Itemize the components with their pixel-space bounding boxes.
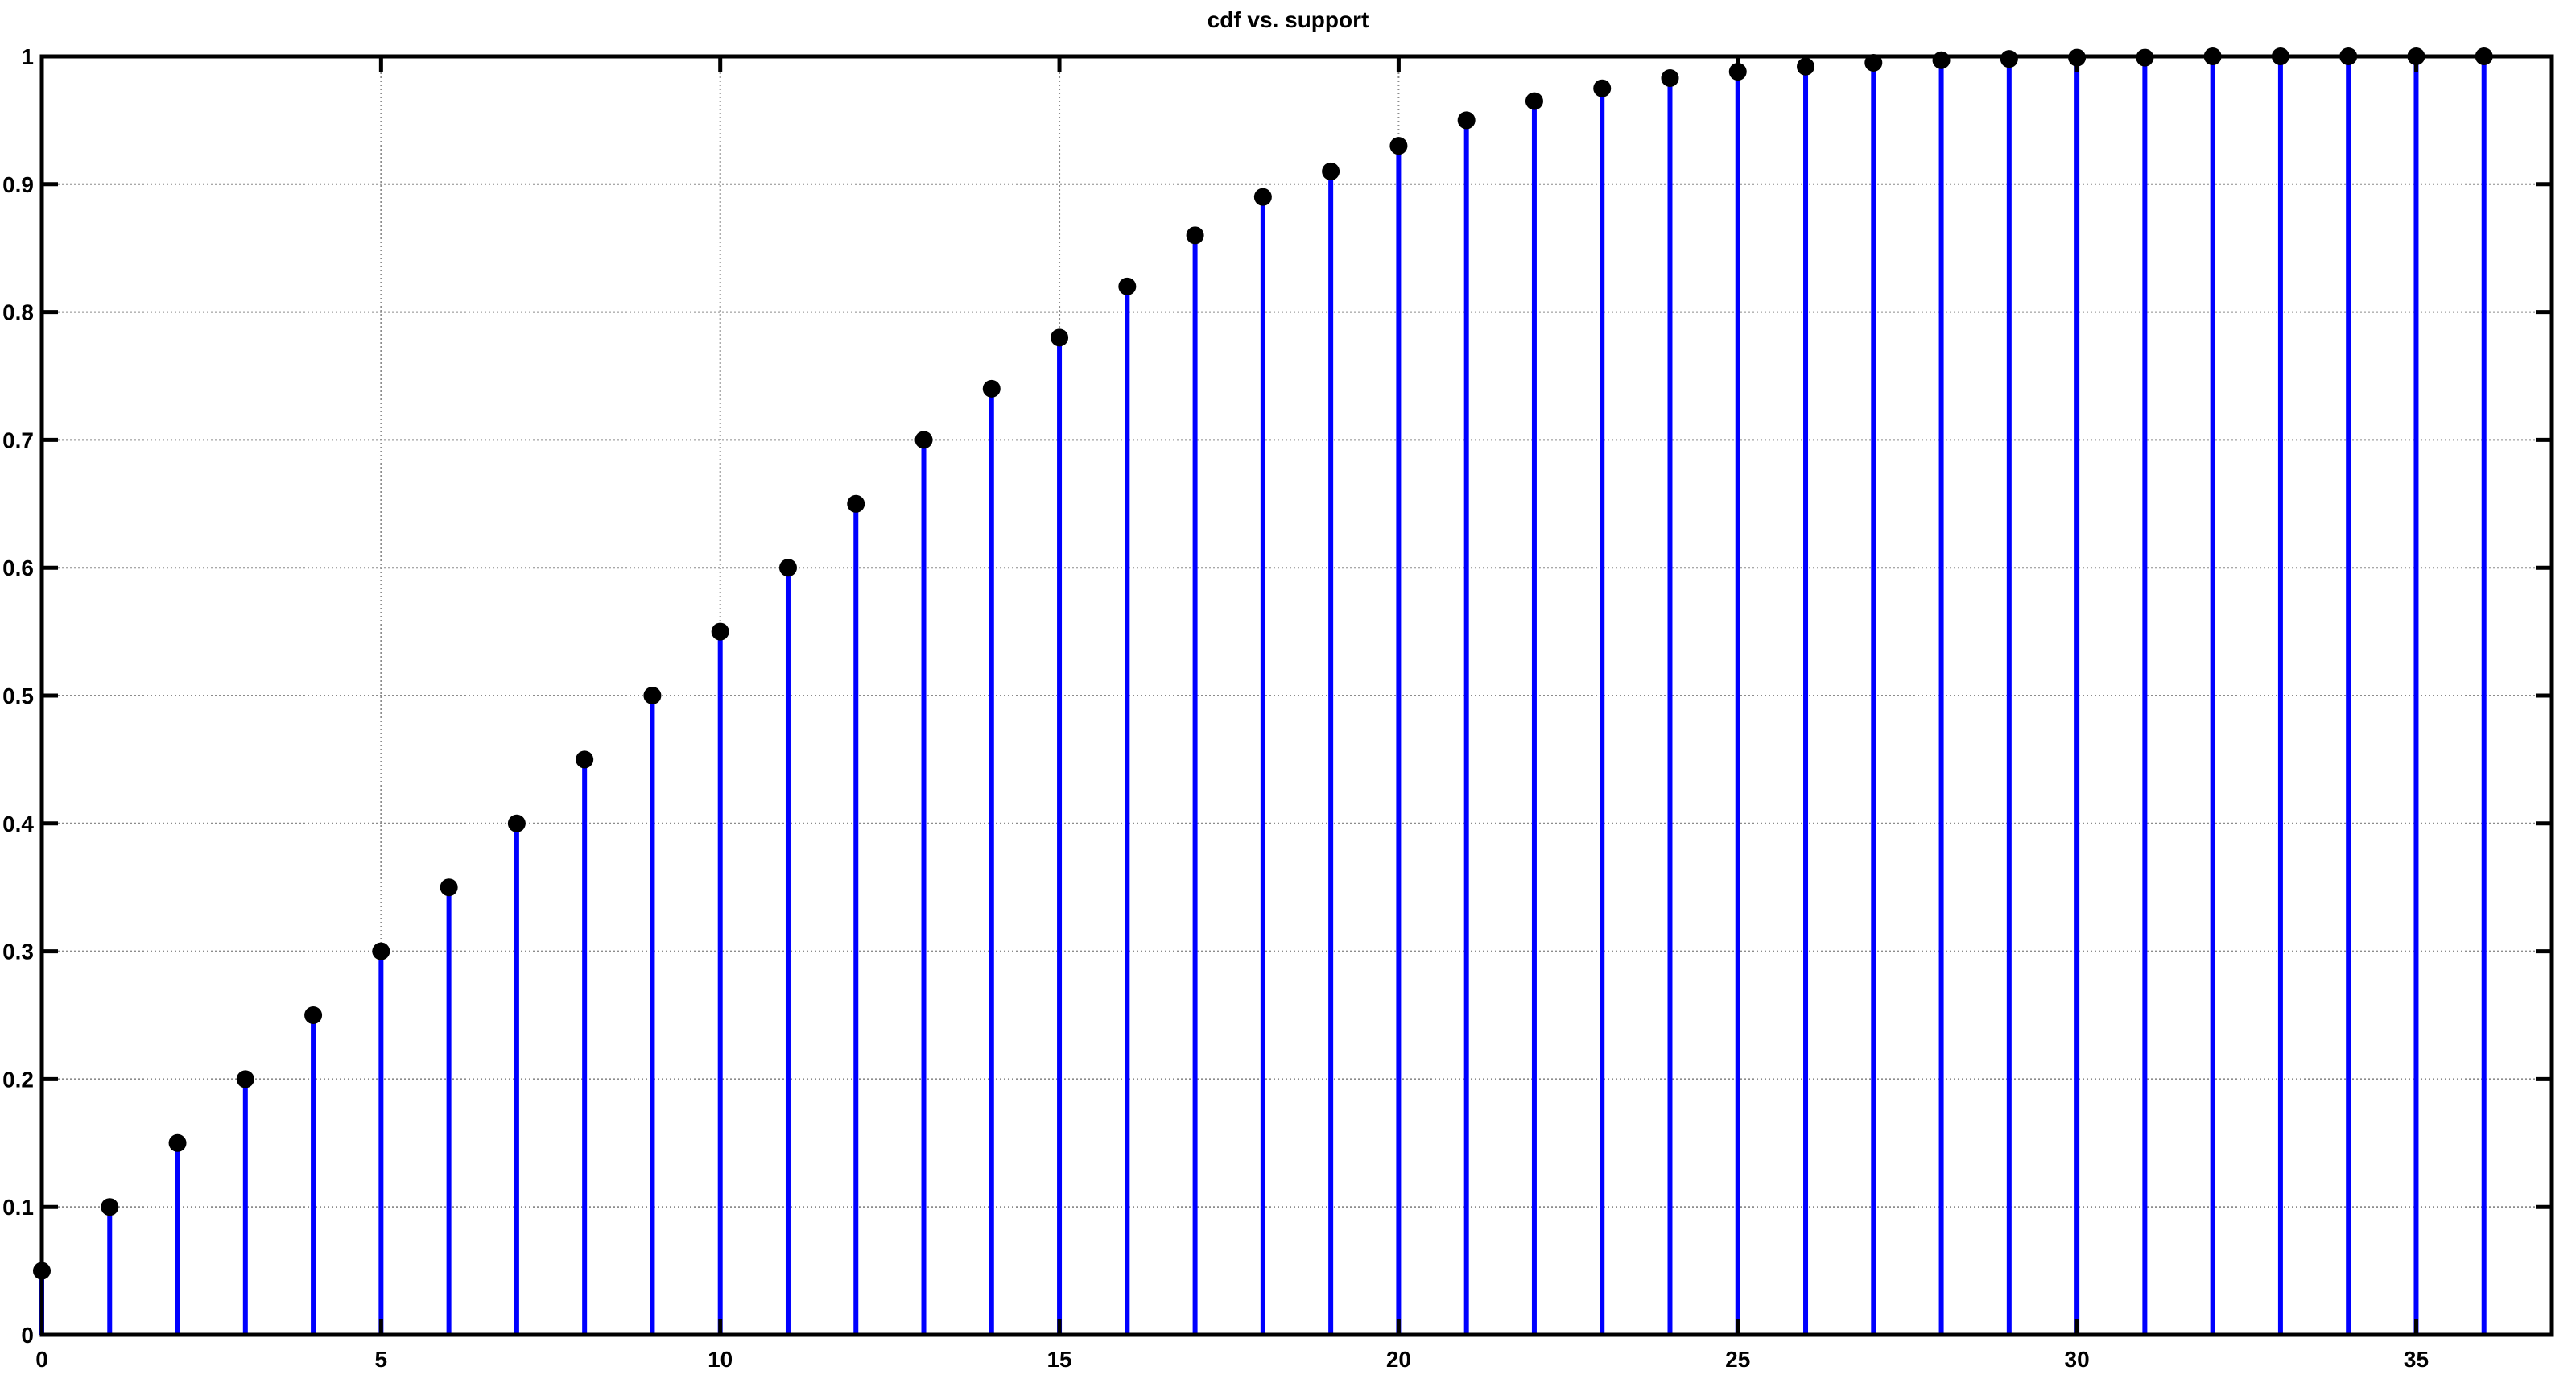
stem-marker	[643, 687, 662, 704]
stem-marker	[847, 494, 865, 513]
stem-marker	[236, 1070, 254, 1088]
chart-title: cdf vs. support	[1208, 7, 1369, 32]
x-tick-label: 35	[2404, 1347, 2429, 1372]
stem-marker	[1051, 328, 1069, 347]
y-tick-label: 0.8	[2, 300, 34, 325]
y-tick-label: 0.7	[2, 427, 34, 452]
x-tick-label: 20	[1386, 1347, 1411, 1372]
stem-marker	[1389, 137, 1408, 155]
stem-marker	[576, 750, 594, 769]
x-tick-label: 30	[2065, 1347, 2090, 1372]
stem-marker	[440, 878, 458, 897]
stem-marker	[101, 1198, 119, 1216]
x-tick-label: 5	[375, 1347, 388, 1372]
stem-marker	[1322, 162, 1340, 180]
stem-marker	[304, 1006, 323, 1024]
stem-marker	[1661, 68, 1679, 87]
stem-marker	[507, 814, 526, 832]
stem-marker	[1797, 57, 1815, 76]
y-tick-label: 0.5	[2, 683, 34, 708]
stem-marker	[778, 559, 797, 577]
x-tick-label: 0	[35, 1347, 48, 1372]
stem-marker	[2000, 50, 2018, 68]
y-tick-label: 0.2	[2, 1067, 34, 1092]
y-tick-label: 0.6	[2, 555, 34, 580]
stem-marker	[372, 942, 390, 960]
stem-marker	[168, 1133, 187, 1152]
tick-label-layer: 0 5 10 15 20 25 30 35 0 0.1 0.2 0.3 0.4 0.5 0.6 0.7 0.8 0…	[2, 44, 2429, 1372]
x-tick-label: 25	[1725, 1347, 1750, 1372]
stem-marker	[1593, 79, 1612, 97]
y-tick-label: 0.3	[2, 939, 34, 964]
y-tick-label: 0.9	[2, 172, 34, 197]
stem-layer	[33, 47, 2493, 1335]
y-tick-label: 0.4	[2, 811, 34, 836]
stem-marker	[1525, 92, 1543, 110]
x-tick-label: 15	[1046, 1347, 1071, 1372]
stem-marker	[982, 379, 1001, 398]
stem-marker	[914, 431, 933, 449]
stem-marker	[711, 622, 729, 641]
stem-marker	[1118, 277, 1137, 295]
stem-marker	[1186, 226, 1204, 245]
y-tick-label: 1	[21, 44, 34, 69]
stem-marker	[1932, 51, 1951, 69]
x-tick-label: 10	[708, 1347, 733, 1372]
stem-marker	[1457, 111, 1476, 130]
y-tick-label: 0.1	[2, 1195, 34, 1220]
tick-layer	[39, 54, 2552, 1337]
stem-marker	[1253, 188, 1272, 206]
y-tick-label: 0	[21, 1323, 34, 1348]
